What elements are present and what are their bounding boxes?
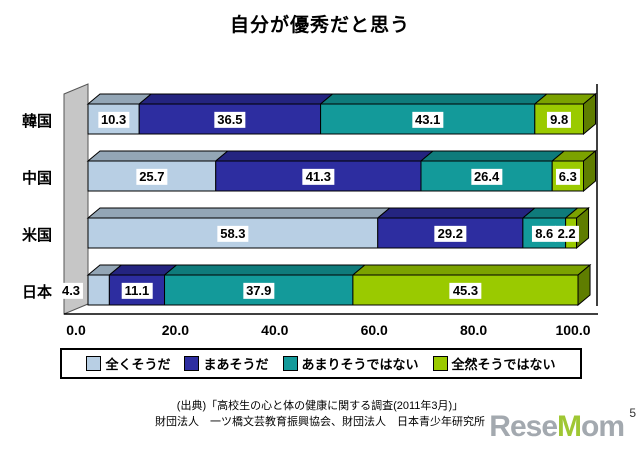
x-tick-label: 80.0 [459, 322, 488, 338]
value-label: 2.2 [554, 225, 579, 243]
logo-text-accent: M [557, 410, 582, 443]
resemom-logo: ReseMom [489, 410, 625, 444]
x-tick-label: 100.0 [555, 322, 591, 338]
legend-swatch [184, 356, 200, 371]
bar-segment-top [376, 207, 537, 219]
category-label: 韓国 [21, 113, 52, 130]
value-label: 58.3 [217, 225, 249, 243]
bar-segment [87, 274, 110, 306]
value-label: 6.3 [555, 168, 580, 186]
chart-legend: 全くそうだ まあそうだ あまりそうではない 全然そうではない [60, 348, 582, 379]
category-label: 米国 [21, 227, 52, 244]
bar-segment-top [137, 93, 334, 105]
bar-segment-side [583, 149, 597, 193]
value-label: 45.3 [449, 282, 482, 300]
bar-segment-side [577, 263, 591, 307]
source-note-line2: 財団法人 一ツ橋文芸教育振興協会、財団法人 日本青少年研究所 [155, 416, 485, 428]
legend-label: あまりそうではない [301, 357, 419, 372]
legend-label: 全然そうではない [451, 357, 556, 372]
value-label: 43.1 [412, 111, 444, 129]
legend-item: あまりそうではない [282, 354, 419, 373]
x-tick-label: 40.0 [261, 322, 289, 338]
chart-title: 自分が優秀だと思う [229, 15, 410, 36]
bar-segment-top [214, 150, 435, 162]
bar-segment-top [419, 150, 566, 162]
bar-segment-top [86, 150, 230, 162]
value-label: 37.9 [243, 282, 275, 300]
value-label: 29.2 [434, 225, 466, 243]
value-label: 8.6 [532, 225, 557, 243]
bar-segment-top [319, 93, 549, 105]
legend-swatch [432, 356, 448, 371]
bar-segment-top [163, 264, 367, 276]
legend-swatch [282, 356, 298, 371]
logo-text-part2: om [581, 410, 625, 443]
legend-label: まあそうだ [203, 357, 269, 372]
x-tick-label: 20.0 [161, 322, 190, 338]
legend-item: まあそうだ [184, 354, 269, 373]
legend-label: 全くそうだ [105, 357, 171, 372]
axis-wall [63, 83, 89, 315]
source-note-line1: (出典)「高校生の心と体の健康に関する調査(2011年3月)」 [176, 400, 464, 412]
legend-swatch [86, 356, 102, 371]
bar-segment-top [86, 207, 392, 219]
bar-segment-side [583, 92, 597, 136]
legend-item: 全くそうだ [86, 354, 170, 373]
x-tick-label: 0.0 [66, 322, 86, 338]
page-number: 5 [629, 406, 636, 420]
source-note: (出典)「高校生の心と体の健康に関する調査(2011年3月)」 財団法人 一ツ橋… [0, 398, 640, 430]
bar-segment-top [351, 264, 592, 276]
logo-text-part1: Rese [489, 410, 558, 443]
value-label: 9.8 [547, 111, 572, 129]
value-label: 4.3 [58, 282, 84, 300]
legend-item: 全然そうではない [432, 354, 556, 373]
value-label: 36.5 [214, 111, 246, 129]
category-label: 日本 [21, 284, 52, 301]
category-label: 中国 [21, 170, 52, 187]
x-tick-label: 60.0 [360, 322, 388, 338]
value-label: 26.4 [470, 168, 503, 186]
value-label: 25.7 [136, 168, 168, 186]
value-label: 11.1 [121, 282, 153, 300]
value-label: 41.3 [302, 168, 335, 186]
value-label: 10.3 [97, 111, 130, 129]
